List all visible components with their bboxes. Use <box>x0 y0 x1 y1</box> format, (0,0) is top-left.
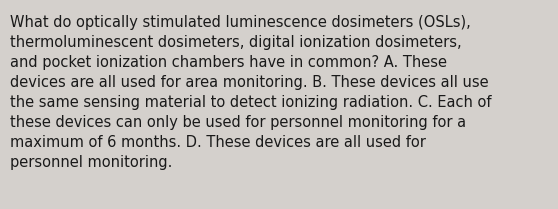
Text: What do optically stimulated luminescence dosimeters (OSLs),
thermoluminescent d: What do optically stimulated luminescenc… <box>10 15 492 170</box>
